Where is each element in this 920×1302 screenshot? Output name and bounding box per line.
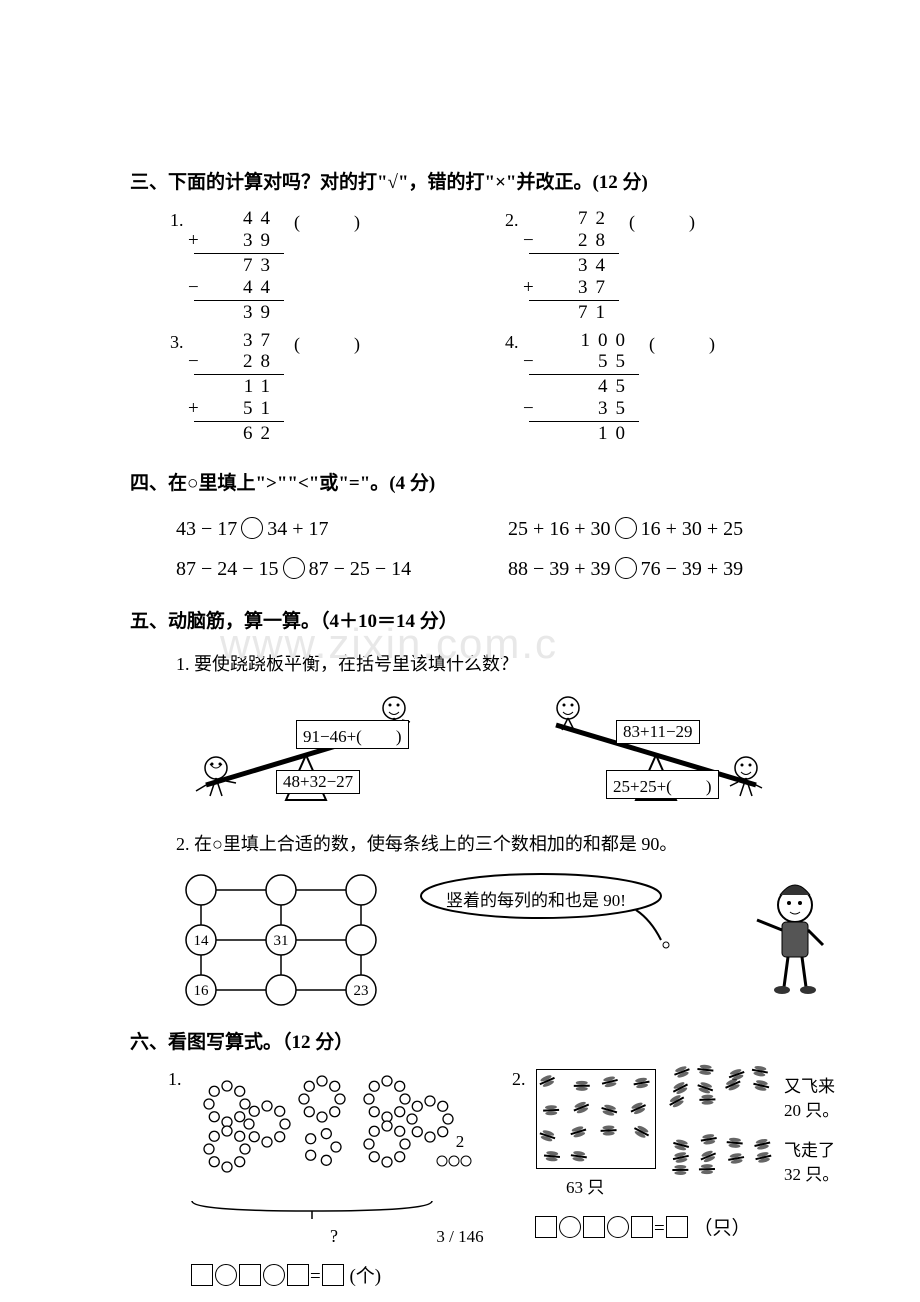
q4-title: 四、在○里填上">""<"或"="。(4 分) xyxy=(130,469,840,499)
seesaw-box-b2: 25+25+( ) xyxy=(606,770,719,799)
seesaw-right: 83+11−29 25+25+( ) xyxy=(526,690,786,810)
child-figure xyxy=(740,880,830,1000)
q5-sub1: 1. 要使跷跷板平衡，在括号里该填什么数？ xyxy=(130,648,840,680)
q6-item-2: 2. 又飞来20 只。 飞走了32 只。 63 只 = （只） xyxy=(516,1069,840,1288)
seesaw-box-a2: 48+32−27 xyxy=(276,770,360,794)
q3-title: 三、下面的计算对吗？对的打"√"，错的打"×"并改正。(12 分) xyxy=(130,168,840,198)
seesaw-box-b1: 83+11−29 xyxy=(616,720,700,744)
svg-text:31: 31 xyxy=(274,933,289,949)
question-6: 六、看图写算式。（12 分） 1. ? = (个) 2. xyxy=(130,1028,840,1287)
speech-text: 竖着的每列的和也是 90! xyxy=(446,886,626,911)
dragonfly-group xyxy=(666,1059,776,1189)
q5-sub2: 2. 在○里填上合适的数，使每条线上的三个数相加的和都是 90。 xyxy=(130,828,840,860)
dragonfly-box xyxy=(536,1069,656,1169)
q6-title: 六、看图写算式。（12 分） xyxy=(130,1028,840,1058)
flower-groups xyxy=(192,1069,472,1179)
number-grid: 14 31 16 23 xyxy=(176,870,386,1010)
question-3: 三、下面的计算对吗？对的打"√"，错的打"×"并改正。(12 分) 1.44+3… xyxy=(130,168,840,451)
question-5: 五、动脑筋，算一算。（4＋10＝14 分） 1. 要使跷跷板平衡，在括号里该填什… xyxy=(130,607,840,1010)
question-4: 四、在○里填上">""<"或"="。(4 分) 43 − 1734 + 1725… xyxy=(130,469,840,589)
answer-line-1: = (个) xyxy=(172,1261,496,1288)
q5-title: 五、动脑筋，算一算。（4＋10＝14 分） xyxy=(130,607,840,637)
footer-page: 3 / 146 xyxy=(0,1227,920,1247)
seesaw-box-a1: 91−46+( ) xyxy=(296,720,409,749)
q6-item-1: 1. ? = (个) xyxy=(172,1069,496,1288)
svg-text:14: 14 xyxy=(194,933,210,949)
page-number: 2 xyxy=(0,1132,920,1152)
svg-text:16: 16 xyxy=(194,983,210,999)
brace-icon xyxy=(172,1199,452,1221)
speech-area: 竖着的每列的和也是 90! xyxy=(416,870,840,1010)
svg-text:23: 23 xyxy=(354,983,369,999)
seesaw-left: 91−46+( ) 48+32−27 xyxy=(176,690,436,810)
